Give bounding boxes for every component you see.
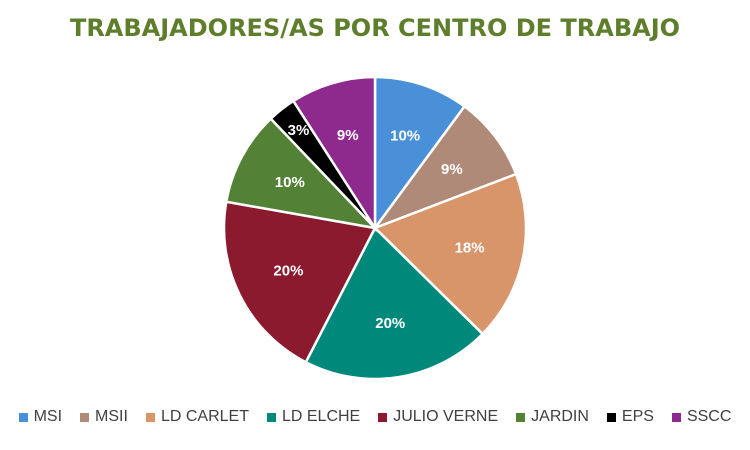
legend-item-ld-elche: LD ELCHE: [266, 408, 361, 426]
pie-slice-julio-verne: [222, 200, 377, 364]
legend-swatch: [516, 412, 526, 422]
legend-label: JULIO VERNE: [393, 408, 499, 425]
data-label-ld-elche: 20%: [375, 315, 405, 332]
legend-label: EPS: [621, 408, 654, 425]
legend-item-sscc: SSCC: [671, 408, 732, 426]
legend-label: MSI: [33, 408, 63, 425]
pie-data-labels: 10% 9% 18% 20% 20% 10% 3% 9%: [273, 122, 484, 332]
chart-title: TRABAJADORES/AS POR CENTRO DE TRABAJO: [69, 14, 681, 42]
pie-slice-sscc: [291, 75, 377, 233]
chart-legend: MSI MSII LD CARLET LD ELCHE JULIO VERNE JARDI…: [0, 408, 750, 426]
pie-slice-ld-carlet: [372, 172, 528, 336]
data-label-msii: 9%: [441, 161, 463, 178]
legend-swatch: [378, 412, 388, 422]
legend-label: JARDIN: [531, 408, 589, 425]
legend-swatch: [80, 412, 90, 422]
pie-slices: [222, 75, 528, 381]
legend-item-ld-carlet: LD CARLET: [145, 408, 249, 426]
pie-slice-ld-elche: [304, 225, 485, 381]
pie-slice-jardin: [224, 116, 379, 230]
legend-item-eps: EPS: [606, 408, 654, 426]
legend-label: LD CARLET: [160, 408, 249, 425]
legend-item-jardin: JARDIN: [516, 408, 589, 426]
legend-label: SSCC: [686, 408, 732, 425]
legend-swatch: [145, 412, 155, 422]
legend-item-msii: MSII: [80, 408, 128, 426]
legend-item-julio-verne: JULIO VERNE: [378, 408, 498, 426]
data-label-julio-verne: 20%: [273, 262, 303, 279]
data-label-sscc: 9%: [337, 127, 359, 144]
legend-swatch: [18, 412, 28, 422]
data-label-ld-carlet: 18%: [455, 239, 485, 256]
data-label-jardin: 10%: [275, 174, 305, 191]
data-label-eps: 3%: [288, 122, 310, 139]
legend-swatch: [266, 412, 276, 422]
legend-label: MSII: [95, 408, 128, 425]
legend-swatch: [671, 412, 681, 422]
data-label-msi: 10%: [390, 128, 420, 145]
pie-slice-msii: [371, 104, 518, 231]
legend-label: LD ELCHE: [281, 408, 361, 425]
legend-item-msi: MSI: [18, 408, 63, 426]
legend-swatch: [606, 412, 616, 422]
pie-slice-msi: [373, 75, 467, 232]
